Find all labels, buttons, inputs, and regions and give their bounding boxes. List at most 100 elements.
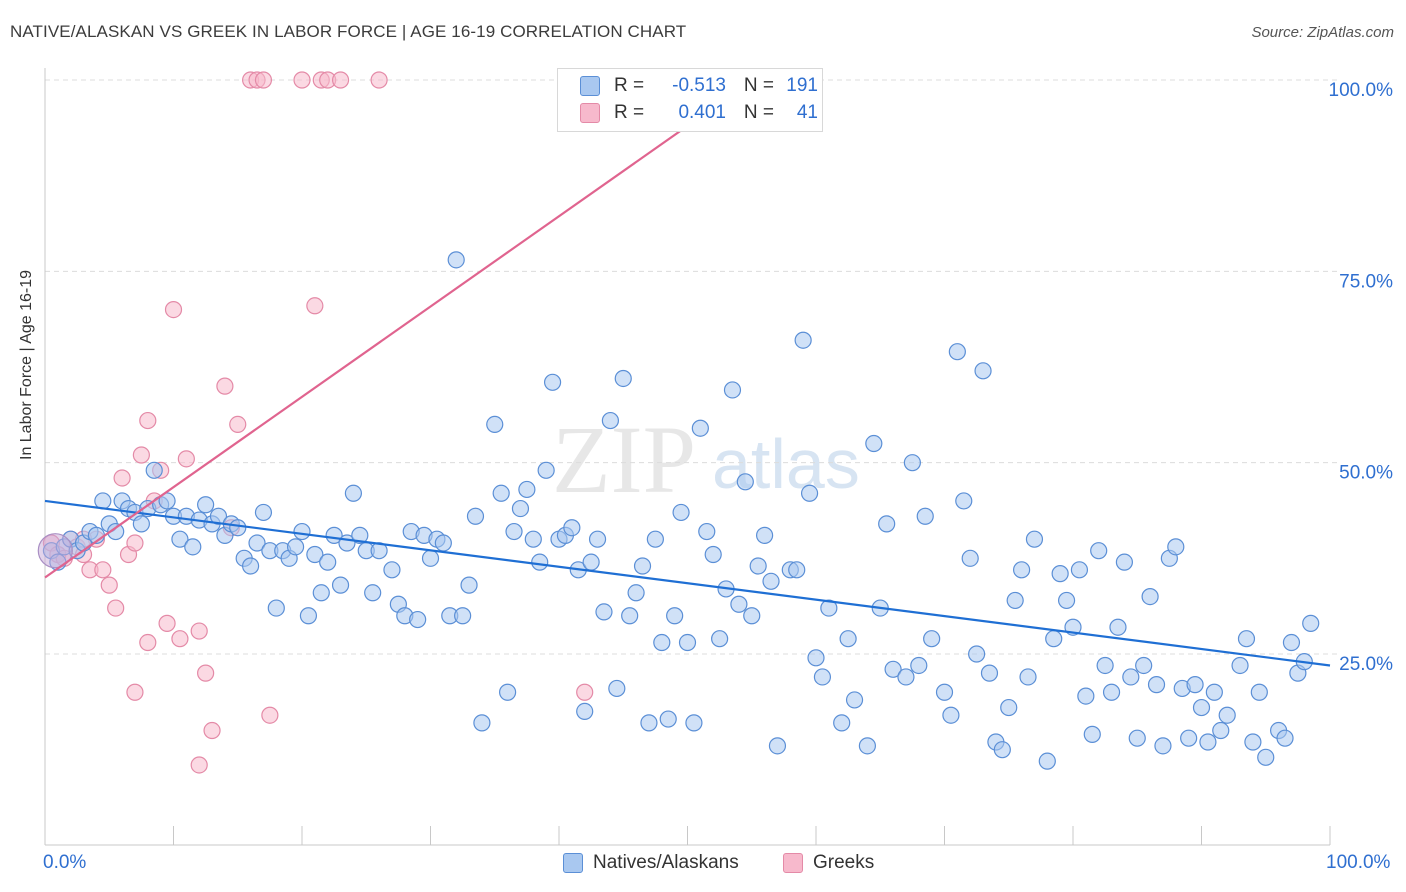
- trendline-greeks: [44, 125, 689, 579]
- point-natives-14: [132, 515, 150, 533]
- point-natives-173: [1205, 683, 1223, 701]
- point-greeks-9: [100, 576, 118, 594]
- point-natives-132: [935, 683, 954, 701]
- watermark-zip: ZIP: [552, 406, 696, 513]
- point-natives-38: [286, 538, 305, 556]
- series-legend-greeks: Greeks: [783, 852, 874, 874]
- point-natives-94: [659, 710, 677, 728]
- point-natives-64: [460, 576, 478, 594]
- point-natives-130: [916, 507, 934, 525]
- point-natives-110: [762, 572, 780, 590]
- point-natives-119: [833, 714, 851, 732]
- point-natives-71: [511, 499, 530, 518]
- y-tick-label-100: 100.0%: [1329, 80, 1394, 101]
- point-greeks-33: [306, 297, 324, 315]
- point-natives-115: [800, 484, 819, 502]
- point-natives-97: [678, 633, 697, 652]
- legend-n-value-pink: 41: [796, 102, 818, 123]
- point-natives-178: [1244, 733, 1262, 751]
- point-greeks-39: [126, 683, 144, 701]
- point-natives-152: [1070, 561, 1089, 579]
- point-greeks-18: [158, 614, 176, 632]
- point-natives-32: [248, 534, 266, 552]
- point-natives-171: [1192, 698, 1211, 717]
- point-natives-177: [1237, 630, 1256, 648]
- point-greeks-15: [139, 411, 157, 430]
- point-natives-20: [171, 530, 189, 548]
- point-greeks-11: [113, 469, 131, 487]
- point-natives-126: [884, 660, 902, 678]
- point-natives-91: [640, 714, 658, 732]
- point-natives-69: [499, 683, 517, 701]
- point-greeks-31: [261, 706, 279, 724]
- point-natives-143: [1006, 591, 1024, 610]
- point-natives-114: [794, 331, 812, 349]
- y-tick-label-75: 75.0%: [1339, 271, 1393, 292]
- point-natives-85: [601, 411, 620, 430]
- point-natives-75: [537, 461, 555, 479]
- point-natives-101: [704, 545, 722, 564]
- point-natives-117: [813, 668, 832, 686]
- legend-row-natives: R = -0.513 N = 191: [580, 73, 818, 99]
- point-natives-150: [1057, 591, 1076, 610]
- point-natives-43: [319, 553, 337, 571]
- point-natives-50: [364, 584, 382, 602]
- point-natives-167: [1167, 538, 1185, 556]
- watermark-atlas: atlas: [712, 425, 860, 503]
- point-natives-47: [344, 484, 362, 502]
- chart-title: NATIVE/ALASKAN VS GREEK IN LABOR FORCE |…: [10, 22, 687, 41]
- legend-n-label-blue: N =: [743, 75, 774, 96]
- point-natives-109: [755, 526, 774, 544]
- legend-r-value-pink: 0.401: [678, 102, 726, 123]
- chart-source: Source: ZipAtlas.com: [1251, 24, 1394, 41]
- point-natives-170: [1186, 676, 1204, 694]
- point-natives-74: [531, 553, 549, 571]
- series-legend-natives: Natives/Alaskans: [563, 852, 739, 874]
- point-natives-67: [486, 415, 504, 433]
- point-greeks-30: [254, 71, 273, 89]
- point-natives-98: [685, 714, 703, 732]
- point-greeks-22: [190, 622, 208, 640]
- point-natives-89: [627, 584, 645, 602]
- point-natives-48: [351, 526, 369, 544]
- point-natives-41: [306, 545, 324, 564]
- point-natives-142: [1000, 698, 1018, 717]
- point-greeks-25: [216, 377, 234, 395]
- point-natives-52: [383, 561, 401, 579]
- point-natives-182: [1276, 729, 1294, 747]
- point-greeks-37: [370, 71, 388, 89]
- point-greeks-21: [177, 450, 195, 468]
- point-greeks-23: [197, 664, 215, 682]
- y-tick-label-50: 50.0%: [1339, 463, 1393, 484]
- point-greeks-19: [164, 301, 183, 319]
- point-natives-116: [807, 649, 825, 667]
- point-natives-138: [974, 362, 992, 380]
- point-natives-83: [588, 530, 607, 548]
- point-natives-56: [409, 610, 427, 629]
- point-natives-186: [1302, 614, 1320, 632]
- point-natives-174: [1212, 721, 1230, 740]
- point-greeks-24: [203, 721, 221, 740]
- point-natives-66: [473, 714, 491, 732]
- point-natives-120: [839, 630, 857, 648]
- legend-r-label-pink: R =: [614, 102, 645, 123]
- point-natives-165: [1154, 737, 1172, 755]
- point-natives-72: [518, 480, 536, 499]
- point-natives-127: [897, 668, 915, 686]
- point-natives-154: [1083, 725, 1101, 743]
- point-natives-123: [865, 434, 883, 453]
- series-legend-swatch-blue: [563, 853, 583, 873]
- series-legend-label-natives: Natives/Alaskans: [593, 852, 739, 873]
- point-natives-95: [666, 607, 684, 625]
- point-natives-86: [608, 679, 626, 698]
- point-natives-136: [961, 549, 979, 567]
- point-natives-141: [993, 741, 1011, 759]
- point-natives-76: [543, 373, 562, 391]
- point-natives-149: [1051, 565, 1069, 583]
- legend-n-value-blue: 191: [786, 75, 818, 96]
- point-natives-39: [293, 522, 311, 541]
- point-natives-180: [1257, 748, 1275, 766]
- point-cluster-origin: [37, 533, 73, 569]
- point-natives-105: [730, 595, 748, 613]
- point-natives-102: [711, 630, 729, 648]
